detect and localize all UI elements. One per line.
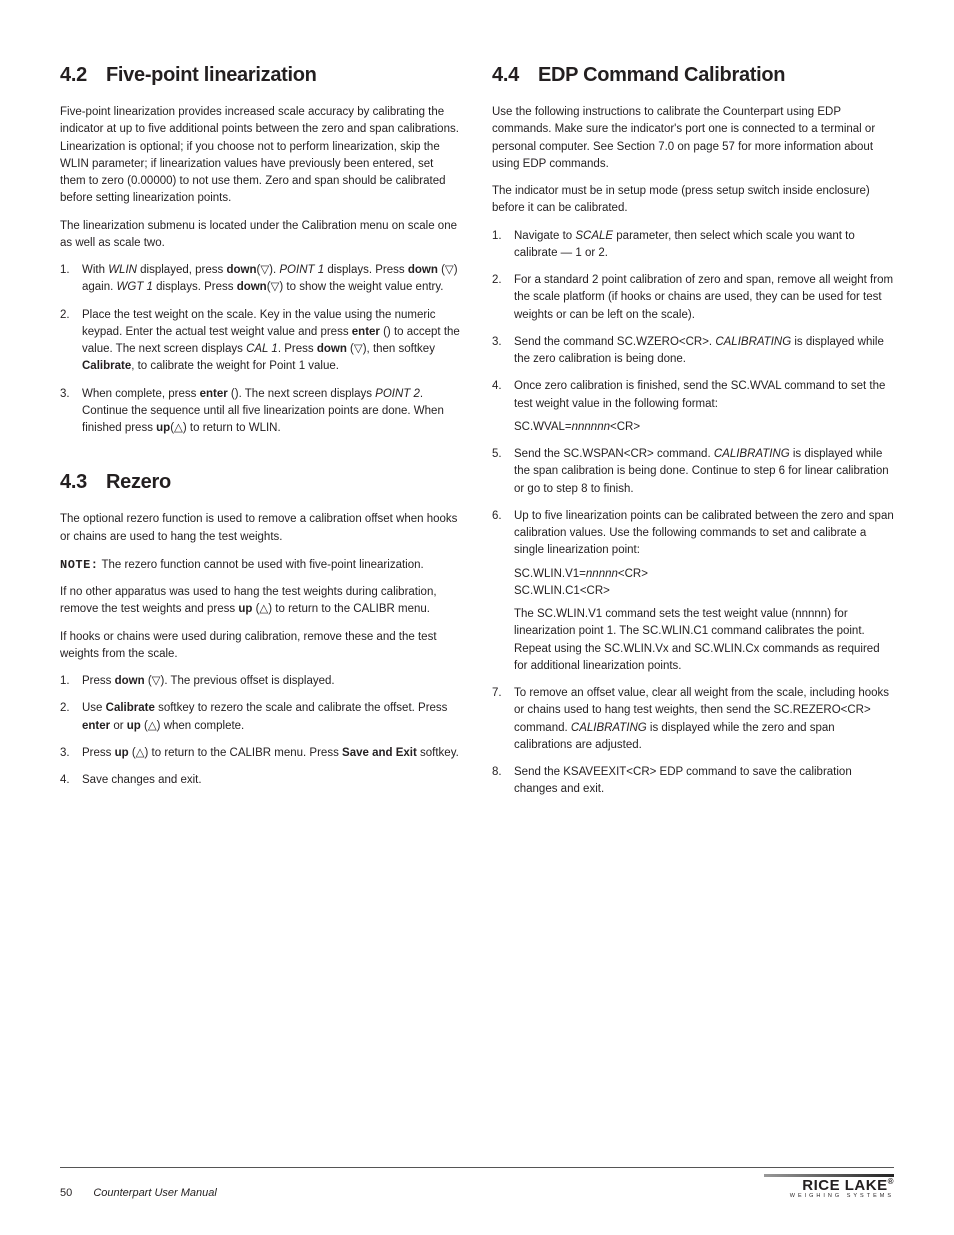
step-number: 1.	[60, 673, 82, 690]
sec43-p3: If hooks or chains were used during cali…	[60, 629, 462, 664]
sec44-step3: 3. Send the command SC.WZERO<CR>. CALIBR…	[492, 334, 894, 369]
page-number: 50	[60, 1187, 72, 1199]
step-number: 1.	[60, 262, 82, 297]
sec44-step7: 7. To remove an offset value, clear all …	[492, 685, 894, 754]
rice-lake-logo: RICE LAKE® WEIGHING SYSTEMS	[764, 1174, 894, 1200]
sec43-note: NOTE: The rezero function cannot be used…	[60, 556, 462, 574]
step-number: 2.	[492, 272, 514, 324]
sec44-steps: 1. Navigate to SCALE parameter, then sel…	[492, 228, 894, 799]
sec44-step4: 4. Once zero calibration is finished, se…	[492, 378, 894, 436]
sec44-step6: 6. Up to five linearization points can b…	[492, 508, 894, 675]
section-4-4-heading: 4.4EDP Command Calibration	[492, 60, 894, 90]
sec43-step1: 1. Press down (▽). The previous offset i…	[60, 673, 462, 690]
step-number: 3.	[60, 745, 82, 762]
step-number: 5.	[492, 446, 514, 498]
sec42-step1: 1. With WLIN displayed, press down(▽). P…	[60, 262, 462, 297]
step-number: 3.	[60, 386, 82, 438]
section-4-4-number: 4.4	[492, 60, 538, 90]
page-footer: 50 Counterpart User Manual RICE LAKE® WE…	[60, 1167, 894, 1200]
step-number: 6.	[492, 508, 514, 675]
step-number: 8.	[492, 764, 514, 799]
sec44-step8: 8. Send the KSAVEEXIT<CR> EDP command to…	[492, 764, 894, 799]
sec42-text2: The linearization submenu is located und…	[60, 218, 462, 253]
sec44-note: The indicator must be in setup mode (pre…	[492, 183, 894, 218]
section-4-2-title: Five-point linearization	[106, 64, 317, 86]
section-4-3-number: 4.3	[60, 467, 106, 497]
section-4-2-number: 4.2	[60, 60, 106, 90]
section-4-2-heading: 4.2Five-point linearization	[60, 60, 462, 90]
step-number: 4.	[492, 378, 514, 436]
section-4-3-heading: 4.3Rezero	[60, 467, 462, 497]
sec43-step2: 2. Use Calibrate softkey to rezero the s…	[60, 700, 462, 735]
sec42-intro: Five-point linearization provides increa…	[60, 104, 462, 208]
step-number: 2.	[60, 307, 82, 376]
step-number: 4.	[60, 772, 82, 789]
sec42-step3: 3. When complete, press enter (). The ne…	[60, 386, 462, 438]
note-label: NOTE:	[60, 558, 99, 572]
section-4-3-title: Rezero	[106, 471, 171, 493]
sec43-step3: 3. Press up (△) to return to the CALIBR …	[60, 745, 462, 762]
sec43-p1: The optional rezero function is used to …	[60, 511, 462, 546]
step-number: 7.	[492, 685, 514, 754]
section-4-4-title: EDP Command Calibration	[538, 64, 785, 86]
sec42-steps: 1. With WLIN displayed, press down(▽). P…	[60, 262, 462, 437]
sec43-p2: If no other apparatus was used to hang t…	[60, 584, 462, 619]
footer-title: Counterpart User Manual	[93, 1187, 217, 1199]
footer-left: 50 Counterpart User Manual	[60, 1187, 217, 1199]
sec43-steps: 1. Press down (▽). The previous offset i…	[60, 673, 462, 789]
sec44-step5: 5. Send the SC.WSPAN<CR> command. CALIBR…	[492, 446, 894, 498]
right-column: 4.4EDP Command Calibration Use the follo…	[492, 60, 894, 809]
sec44-intro: Use the following instructions to calibr…	[492, 104, 894, 173]
sec42-step2: 2. Place the test weight on the scale. K…	[60, 307, 462, 376]
sec44-step1: 1. Navigate to SCALE parameter, then sel…	[492, 228, 894, 263]
sec43-step4: 4. Save changes and exit.	[60, 772, 462, 789]
sec44-step2: 2. For a standard 2 point calibration of…	[492, 272, 894, 324]
step-number: 1.	[492, 228, 514, 263]
left-column: 4.2Five-point linearization Five-point l…	[60, 60, 462, 809]
registered-icon: ®	[888, 1177, 894, 1186]
step-number: 3.	[492, 334, 514, 369]
two-column-layout: 4.2Five-point linearization Five-point l…	[60, 60, 894, 809]
step-number: 2.	[60, 700, 82, 735]
